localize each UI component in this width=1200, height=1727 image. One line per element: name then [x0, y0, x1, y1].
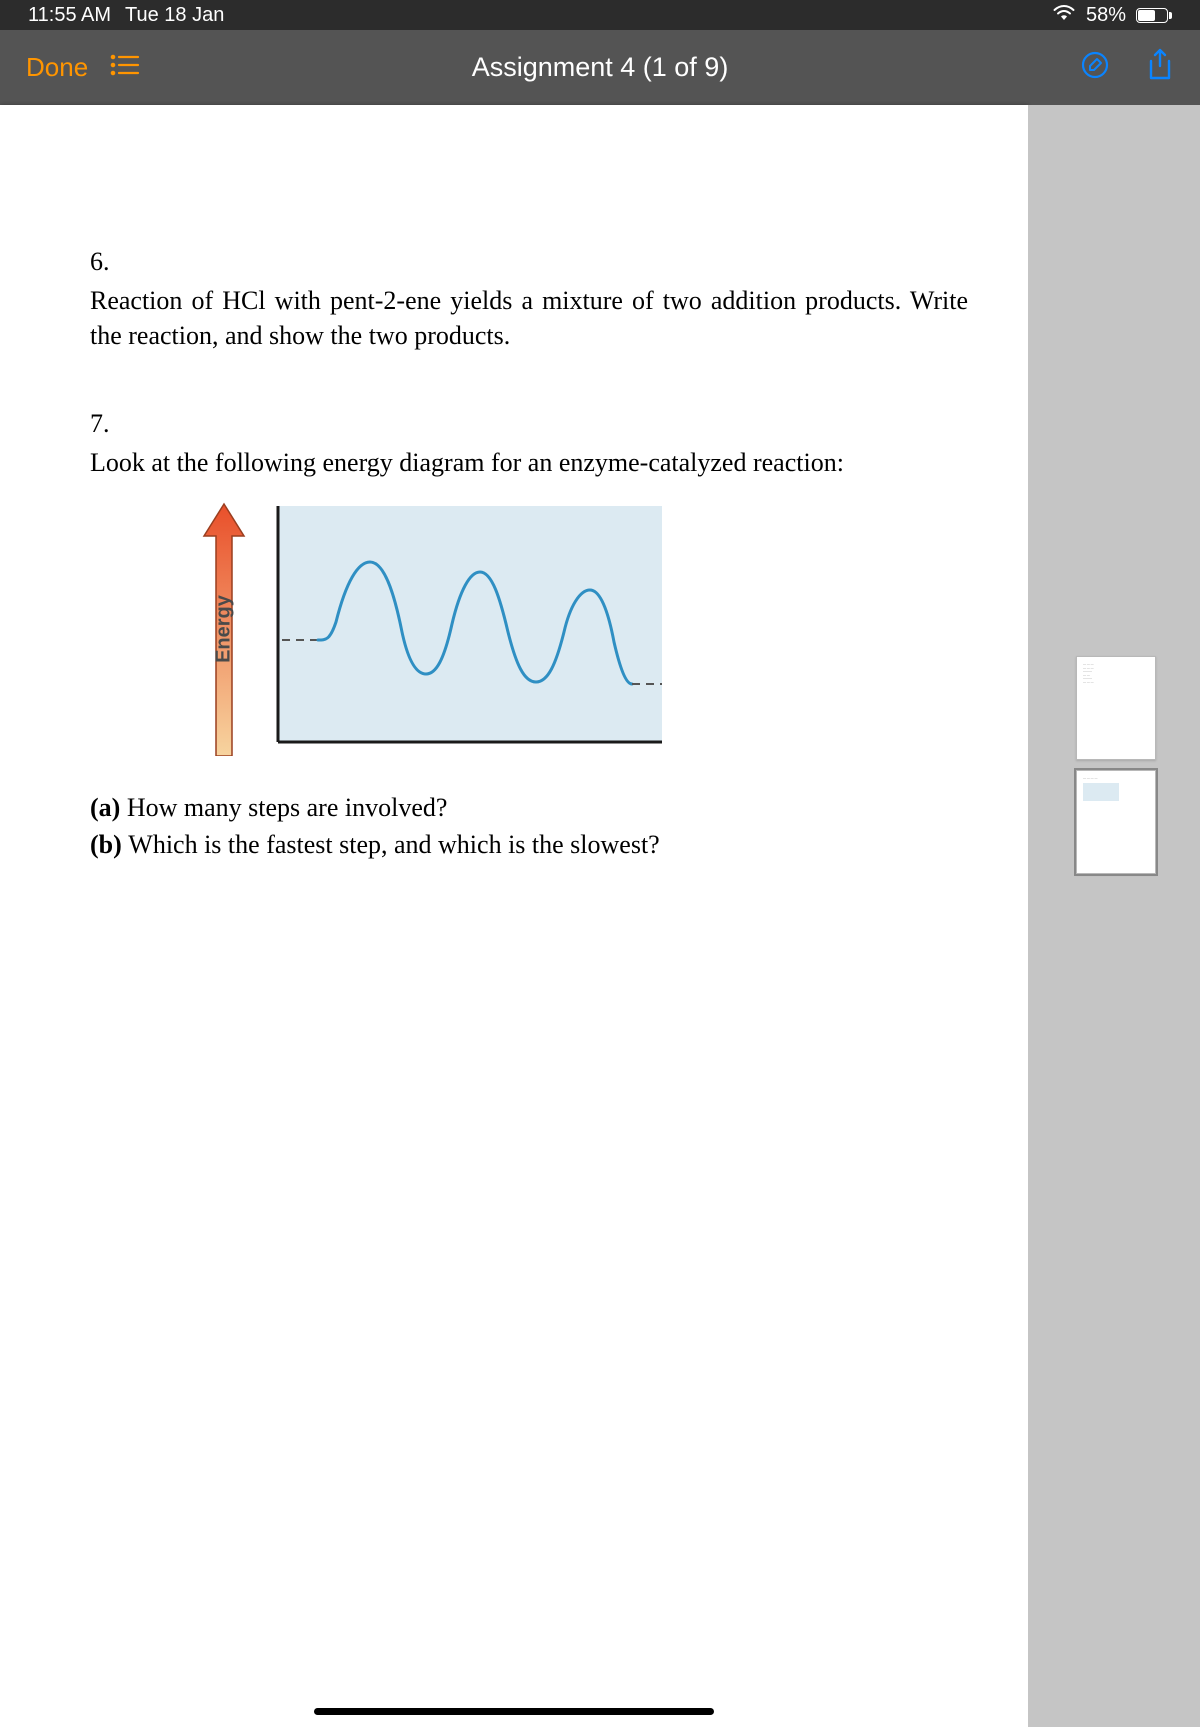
sub-question-b: (b) Which is the fastest step, and which…: [90, 827, 968, 863]
sub-label: (a): [90, 793, 120, 822]
sub-question-a: (a) How many steps are involved?: [90, 790, 968, 826]
question-text: Reaction of HCl with pent-2-ene yields a…: [90, 283, 968, 353]
status-bar: 11:55 AM Tue 18 Jan 58%: [0, 0, 1200, 30]
thumbnail-preview: — — —— — ————— ————— — —: [1077, 657, 1155, 759]
thumbnail-preview: — — — —: [1077, 771, 1155, 873]
status-date: Tue 18 Jan: [125, 4, 224, 27]
nav-bar: Done Assignment 4 (1 of 9): [0, 30, 1200, 105]
question-number: 7.: [90, 409, 968, 439]
share-icon[interactable]: [1146, 48, 1174, 87]
energy-axis-arrow: Energy: [200, 502, 248, 756]
list-icon[interactable]: [110, 53, 140, 82]
done-button[interactable]: Done: [26, 52, 88, 83]
document-page[interactable]: 6. Reaction of HCl with pent-2-ene yield…: [0, 105, 1028, 1727]
energy-plot: [266, 502, 666, 756]
question-number: 6.: [90, 247, 968, 277]
home-indicator[interactable]: [314, 1708, 714, 1715]
energy-diagram: Energy: [200, 502, 968, 756]
y-axis-label: Energy: [213, 595, 236, 663]
battery-icon: [1136, 8, 1172, 23]
status-time: 11:55 AM: [28, 4, 111, 27]
page-thumbnails: — — —— — ————— ————— — — — — — —: [1076, 656, 1156, 874]
nav-title: Assignment 4 (1 of 9): [0, 52, 1200, 83]
sub-text: How many steps are involved?: [127, 793, 448, 822]
scroll-gutter[interactable]: — — —— — ————— ————— — — — — — —: [1028, 105, 1200, 1727]
wifi-icon: [1052, 3, 1076, 27]
document-viewport: 6. Reaction of HCl with pent-2-ene yield…: [0, 105, 1200, 1727]
thumbnail-page-1[interactable]: — — —— — ————— ————— — —: [1076, 656, 1156, 760]
question-6: 6. Reaction of HCl with pent-2-ene yield…: [90, 247, 968, 353]
sub-label: (b): [90, 830, 122, 859]
sub-text: Which is the fastest step, and which is …: [128, 830, 659, 859]
battery-percent: 58%: [1086, 4, 1126, 27]
question-text: Look at the following energy diagram for…: [90, 445, 968, 480]
thumbnail-page-2[interactable]: — — — —: [1076, 770, 1156, 874]
markup-icon[interactable]: [1080, 50, 1110, 85]
question-7: 7. Look at the following energy diagram …: [90, 409, 968, 863]
